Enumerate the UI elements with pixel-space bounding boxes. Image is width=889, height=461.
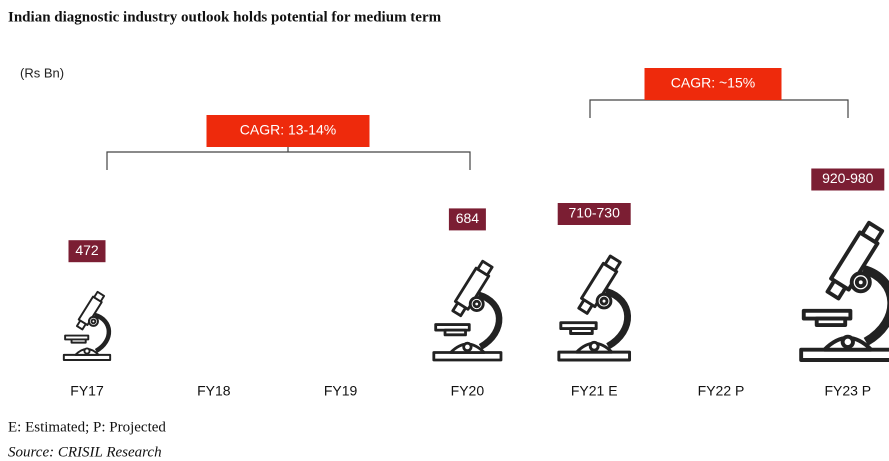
annotation: CAGR: ~15% bbox=[671, 75, 755, 91]
tube bbox=[75, 290, 106, 331]
chart-title: Indian diagnostic industry outlook holds… bbox=[8, 9, 442, 25]
annotation-box bbox=[206, 115, 370, 147]
microscope bbox=[557, 254, 632, 362]
foot-knob bbox=[840, 334, 855, 349]
x-tick-label: FY21 E bbox=[571, 383, 618, 399]
arm bbox=[604, 287, 632, 350]
x-tick-label: FY23 P bbox=[824, 383, 871, 399]
stage-support bbox=[70, 338, 87, 344]
microscope bbox=[62, 290, 112, 361]
foot-knob bbox=[83, 347, 91, 355]
tube bbox=[451, 259, 494, 318]
focus-knob-inner bbox=[90, 318, 97, 325]
eyepiece bbox=[93, 290, 106, 303]
focus-knob-inner bbox=[599, 296, 609, 306]
bracket bbox=[106, 145, 471, 170]
microscope bbox=[432, 259, 503, 362]
tube bbox=[577, 254, 622, 315]
arm bbox=[477, 291, 503, 350]
footnote: E: Estimated; P: Projected bbox=[8, 419, 166, 435]
x-tick-label: FY17 bbox=[70, 383, 104, 399]
foot-knob bbox=[462, 341, 473, 353]
x-tick-label: FY19 bbox=[324, 383, 358, 399]
stage-support bbox=[569, 327, 594, 335]
microscope bbox=[799, 220, 889, 362]
stage-support bbox=[443, 328, 467, 337]
unit-label: (Rs Bn) bbox=[20, 65, 64, 80]
focus-knob-inner bbox=[472, 299, 481, 309]
eyepiece bbox=[603, 254, 622, 273]
eyepiece bbox=[860, 220, 885, 244]
arm bbox=[93, 312, 112, 353]
value-label-box bbox=[448, 208, 486, 231]
foot-knob bbox=[588, 340, 600, 352]
source: Source: CRISIL Research bbox=[8, 444, 162, 460]
value-label: 684 bbox=[456, 210, 480, 226]
value-label-box bbox=[557, 203, 631, 225]
stage-support bbox=[814, 316, 848, 327]
arm bbox=[861, 264, 889, 346]
value-label: 472 bbox=[75, 242, 99, 258]
x-tick-label: FY22 P bbox=[698, 383, 745, 399]
tube bbox=[825, 220, 885, 301]
value-label-box bbox=[811, 168, 885, 191]
annotation-box bbox=[644, 68, 782, 100]
value-label: 710-730 bbox=[569, 205, 621, 221]
value-label-box bbox=[68, 240, 106, 263]
x-tick-label: FY18 bbox=[197, 383, 231, 399]
value-label: 920-980 bbox=[822, 170, 874, 186]
annotation: CAGR: 13-14% bbox=[240, 122, 336, 138]
focus-knob-inner bbox=[854, 276, 867, 289]
eyepiece bbox=[476, 259, 494, 277]
x-tick-label: FY20 bbox=[451, 383, 485, 399]
